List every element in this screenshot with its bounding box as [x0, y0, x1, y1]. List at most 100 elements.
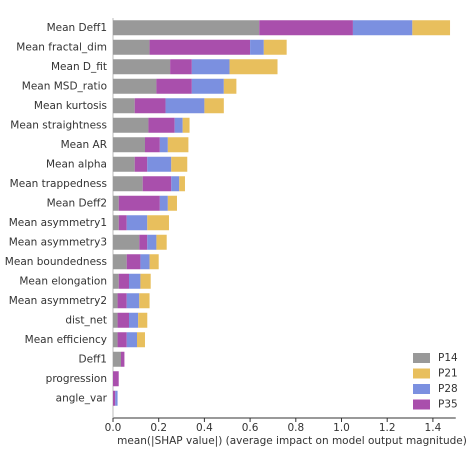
bar-segment	[167, 195, 177, 211]
bar-segment	[191, 78, 224, 94]
bar-segment	[118, 273, 129, 289]
y-tick-label: Mean Deff1	[47, 22, 107, 34]
bar-segment	[113, 312, 118, 328]
bar-segment	[113, 234, 140, 250]
bar-segment	[118, 215, 127, 231]
bar-segment	[113, 371, 119, 387]
bar-segment	[182, 117, 190, 133]
bar-segment	[113, 156, 135, 172]
y-tick-label: angle_var	[56, 392, 108, 404]
bar-segment	[171, 156, 188, 172]
bar-segment	[113, 117, 149, 133]
bar-segment	[412, 20, 451, 36]
y-tick-label: Mean MSD_ratio	[22, 80, 107, 92]
bar-segment	[113, 390, 116, 406]
bar-segment	[134, 156, 148, 172]
bar-segment	[126, 332, 137, 348]
y-tick-label: progression	[46, 373, 107, 385]
bar-segment	[113, 137, 145, 153]
bar-segment	[139, 293, 150, 309]
bar-segment	[149, 39, 251, 55]
y-tick-label: Mean kurtosis	[34, 100, 107, 112]
bar-segment	[171, 176, 180, 192]
x-tick-label: 0.2	[150, 422, 167, 434]
x-tick-label: 1.2	[379, 422, 396, 434]
y-tick-label: dist_net	[65, 314, 107, 326]
bar-segment	[136, 332, 145, 348]
bar-segment	[113, 78, 157, 94]
y-tick-label: Mean D_fit	[51, 61, 107, 73]
y-tick-label: Mean AR	[61, 139, 107, 151]
bar-segment	[128, 273, 141, 289]
bar-segment	[263, 39, 287, 55]
bar-segment	[113, 20, 260, 36]
y-tick-label: Mean boundedness	[5, 256, 107, 268]
legend-label: P14	[438, 352, 458, 364]
y-tick-label: Mean Deff2	[47, 197, 107, 209]
bar-segment	[120, 351, 125, 367]
bar-segment	[156, 78, 192, 94]
bar-segment	[140, 254, 150, 270]
bar-segment	[148, 117, 175, 133]
legend-swatch	[413, 368, 430, 379]
bar-segment	[113, 98, 135, 114]
x-tick-label: 1.0	[333, 422, 350, 434]
bar-segment	[140, 273, 151, 289]
x-axis-label: mean(|SHAP value|) (average impact on mo…	[117, 435, 467, 447]
bar-segment	[113, 273, 119, 289]
bar-segment	[147, 215, 169, 231]
bar-segment	[167, 137, 189, 153]
legend-label: P35	[438, 399, 458, 411]
bar-segment	[113, 176, 143, 192]
x-tick-label: 0.6	[242, 422, 259, 434]
bar-segment	[174, 117, 183, 133]
bar-segment	[223, 78, 237, 94]
bar-segment	[170, 59, 192, 75]
y-tick-label: Mean trappedness	[10, 178, 107, 190]
bar-segment	[159, 137, 168, 153]
legend-swatch	[413, 399, 430, 410]
y-tick-label: Mean straightness	[10, 119, 107, 131]
bar-segment	[113, 59, 171, 75]
bar-segment	[118, 195, 160, 211]
bar-segment	[156, 234, 167, 250]
bar-segment	[139, 234, 148, 250]
bar-segment	[229, 59, 278, 75]
bar-segment	[147, 156, 172, 172]
y-tick-label: Mean asymmetry3	[9, 236, 107, 248]
bar-segment	[126, 215, 148, 231]
bar-segment	[117, 332, 127, 348]
y-tick-label: Mean asymmetry1	[9, 217, 107, 229]
y-tick-label: Mean fractal_dim	[16, 41, 107, 53]
bar-segment	[117, 312, 129, 328]
bar-segment	[147, 234, 157, 250]
y-tick-label: Deff1	[79, 353, 107, 365]
bar-segment	[113, 351, 121, 367]
bar-segment	[115, 390, 118, 406]
bar-segment	[250, 39, 264, 55]
bar-segment	[159, 195, 168, 211]
bar-segment	[113, 195, 119, 211]
bar-segment	[113, 332, 118, 348]
x-tick-label: 0.0	[105, 422, 122, 434]
bar-segment	[179, 176, 185, 192]
legend-swatch	[413, 353, 430, 363]
bar-segment	[138, 312, 148, 328]
bar-segment	[191, 59, 230, 75]
bar-segment	[126, 254, 141, 270]
bar-segment	[204, 98, 224, 114]
bar-segment	[165, 98, 205, 114]
bar-segment	[113, 39, 150, 55]
y-tick-label: Mean alpha	[46, 158, 107, 170]
bar-segment	[144, 137, 160, 153]
x-tick-label: 0.8	[287, 422, 304, 434]
x-tick-label: 0.4	[196, 422, 213, 434]
bar-segment	[134, 98, 166, 114]
x-tick-label: 1.4	[425, 422, 442, 434]
bar-segment	[117, 293, 127, 309]
bar-segment	[113, 215, 119, 231]
bar-segment	[113, 293, 118, 309]
bar-segment	[126, 293, 140, 309]
bar-segment	[128, 312, 139, 328]
